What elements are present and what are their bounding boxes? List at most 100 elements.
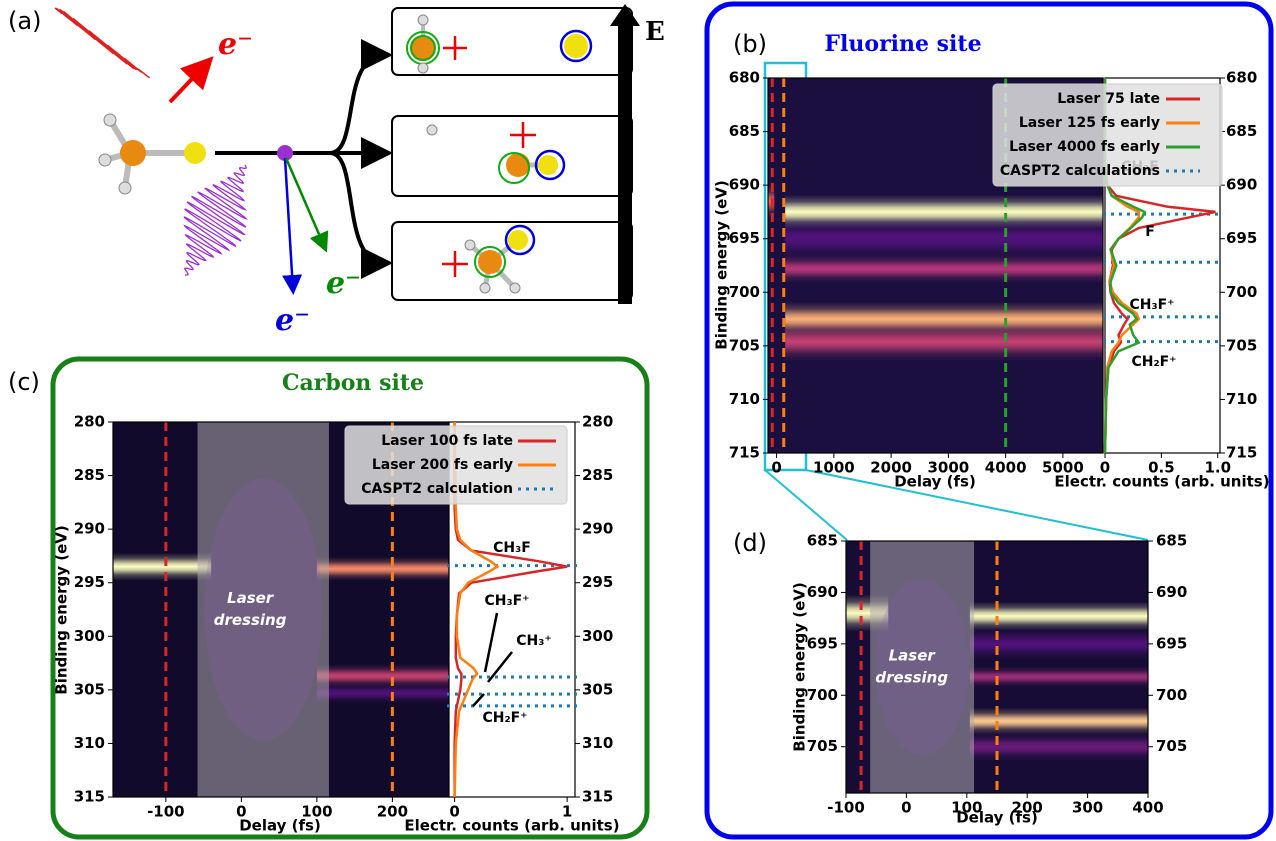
- y-tick-label: 700: [729, 283, 760, 301]
- legend-label: CASPT2 calculation: [361, 481, 513, 497]
- x-tick-label: 0: [1100, 459, 1110, 477]
- dressing-region: [197, 422, 329, 797]
- electron-label: e⁻: [218, 27, 253, 62]
- y-tick-label: 685: [1226, 122, 1257, 140]
- y-tick-label: 300: [74, 627, 105, 645]
- electron-label: e⁻: [326, 266, 361, 301]
- y-tick-label: 680: [729, 69, 760, 87]
- peak-label: F: [1145, 224, 1155, 240]
- dressing-label: Laser: [227, 589, 275, 607]
- y-tick-label: 710: [1226, 390, 1257, 408]
- y-tick-label: 695: [1156, 634, 1187, 652]
- y-tick-label: 290: [582, 520, 613, 538]
- band: [785, 322, 1103, 361]
- y-tick-label: 695: [729, 229, 760, 247]
- peak-pointer: [487, 651, 513, 683]
- dressing-haze: [875, 578, 969, 756]
- zoom-connector: [805, 469, 1149, 541]
- band: [316, 557, 449, 581]
- zoom-connector: [764, 469, 848, 541]
- y-tick-label: 310: [74, 734, 105, 752]
- x-tick-label: 200: [377, 803, 408, 821]
- y-tick-label: 285: [582, 466, 613, 484]
- y-tick-label: 680: [1226, 69, 1257, 87]
- legend-box: [344, 425, 568, 505]
- field-label: E: [645, 17, 665, 47]
- y-tick-label: 290: [74, 520, 105, 538]
- band: [316, 664, 449, 688]
- x-axis-label: Delay (fs): [956, 809, 1038, 827]
- y-tick-label: 700: [1226, 283, 1257, 301]
- panel-b-border: [704, 1, 1274, 840]
- y-tick-label: 705: [1156, 737, 1187, 755]
- y-axis-label: Binding energy (eV): [53, 525, 71, 694]
- y-tick-label: 700: [1156, 686, 1187, 704]
- spectrum-line: [453, 421, 500, 798]
- band: [113, 552, 212, 581]
- y-axis-label: Binding energy (eV): [713, 180, 731, 349]
- heatmap: [113, 422, 449, 797]
- y-tick-label: 715: [1226, 444, 1257, 462]
- y-tick-label: 285: [74, 466, 105, 484]
- x-tick-label: 0: [236, 803, 246, 821]
- band: [969, 732, 1148, 762]
- legend-box: [992, 83, 1223, 187]
- x-tick-label: 3000: [928, 459, 970, 477]
- dressing-region: [870, 541, 975, 793]
- y-tick-label: 690: [1156, 583, 1187, 601]
- x-tick-label: 1000: [813, 459, 855, 477]
- x-axis-label: Electr. counts (arb. units): [404, 817, 619, 835]
- y-tick-label: 310: [582, 734, 613, 752]
- legend-label: Laser 125 fs early: [1019, 115, 1160, 131]
- y-tick-label: 705: [1226, 336, 1257, 354]
- panel-label: (d): [733, 529, 767, 557]
- band: [785, 217, 1103, 261]
- panel-title: Fluorine site: [824, 31, 981, 57]
- dressing-label: Laser: [889, 647, 937, 665]
- x-tick-label: 400: [1132, 799, 1163, 817]
- y-tick-label: 695: [807, 634, 838, 652]
- x-tick-label: 0: [901, 799, 911, 817]
- y-tick-label: 305: [74, 680, 105, 698]
- x-tick-label: 0.5: [1148, 459, 1175, 477]
- band: [969, 707, 1148, 735]
- x-tick-label: 0: [771, 459, 781, 477]
- y-tick-label: 690: [807, 583, 838, 601]
- y-tick-label: 300: [582, 627, 613, 645]
- y-tick-label: 695: [1226, 229, 1257, 247]
- band: [969, 666, 1148, 688]
- legend-label: Laser 100 fs late: [381, 433, 513, 449]
- x-tick-label: 100: [951, 799, 982, 817]
- legend-label: Laser 75 late: [1057, 91, 1160, 107]
- x-axis-label: Delay (fs): [239, 817, 321, 835]
- x-tick-label: 1: [562, 803, 572, 821]
- x-tick-label: 5000: [1042, 459, 1084, 477]
- peak-label: CH₃F: [493, 540, 531, 556]
- peak-label: CH₃F⁺: [1129, 297, 1174, 313]
- heatmap: [846, 541, 1148, 793]
- y-tick-label: 685: [729, 122, 760, 140]
- peak-label: CH₃⁺: [516, 633, 552, 649]
- y-tick-label: 295: [74, 573, 105, 591]
- panel-label: (b): [733, 30, 767, 58]
- y-tick-label: 315: [582, 788, 613, 806]
- y-tick-label: 315: [74, 788, 105, 806]
- x-tick-label: 0: [449, 803, 459, 821]
- peak-pointer: [483, 612, 499, 673]
- plot-frame: [845, 540, 1149, 794]
- x-tick-label: 1.0: [1204, 459, 1231, 477]
- spectrum-line: [1103, 78, 1147, 454]
- y-tick-label: 685: [807, 532, 838, 550]
- peak-label: CH₂F⁺: [482, 710, 527, 726]
- peak-label: CH₃F⁺: [484, 593, 529, 609]
- y-tick-label: 705: [729, 336, 760, 354]
- y-axis-label: Binding energy (eV): [791, 582, 809, 751]
- panel-title: Carbon site: [282, 370, 424, 396]
- peak-pointer: [472, 693, 485, 707]
- band: [316, 682, 449, 704]
- legend-label: Laser 200 fs early: [372, 457, 513, 473]
- x-axis-label: Delay (fs): [894, 473, 976, 491]
- y-tick-label: 280: [582, 413, 613, 431]
- y-tick-label: 690: [1226, 176, 1257, 194]
